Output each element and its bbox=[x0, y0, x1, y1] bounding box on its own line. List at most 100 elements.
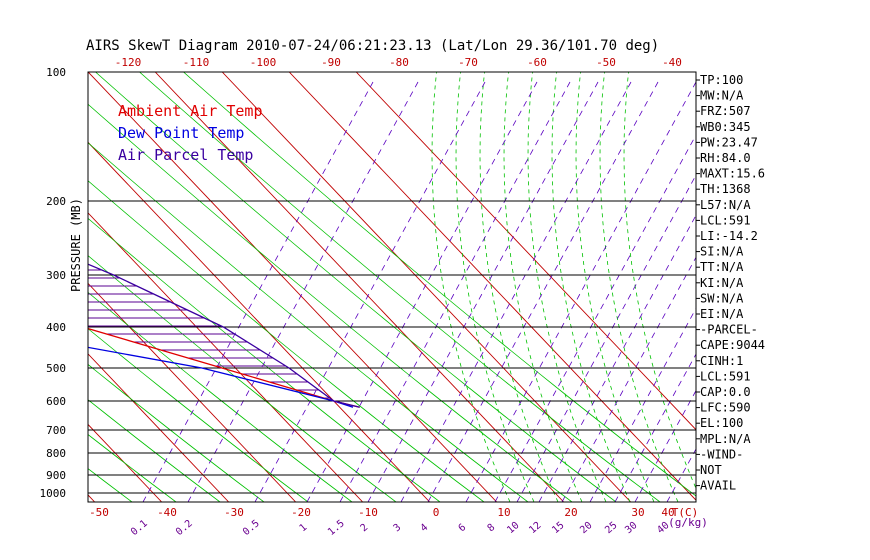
mixing-ratio-label: 4 bbox=[419, 522, 431, 534]
index-label: L57:N/A bbox=[700, 198, 751, 212]
index-label: -WIND- bbox=[700, 447, 743, 461]
mixing-ratio-label: 6 bbox=[457, 522, 469, 534]
index-label: TH:1368 bbox=[700, 182, 751, 196]
index-label: SW:N/A bbox=[700, 291, 744, 305]
mixing-ratio-line bbox=[516, 174, 696, 502]
index-label: TT:N/A bbox=[700, 260, 744, 274]
mixing-ratio-label: 1 bbox=[298, 522, 310, 534]
mixing-ratio-label: 10 bbox=[505, 520, 521, 536]
bottom-tick-label: 40 bbox=[661, 506, 674, 519]
chart-title: AIRS SkewT Diagram 2010-07-24/06:21:23.1… bbox=[86, 38, 659, 54]
mixing-ratio-line bbox=[614, 353, 696, 502]
pressure-tick-label: 400 bbox=[46, 321, 66, 334]
mixing-ratio-label: 15 bbox=[550, 520, 566, 536]
isotherm-line bbox=[288, 72, 696, 501]
mixing-ratio-label: 1.5 bbox=[326, 518, 347, 538]
isotherm-line bbox=[0, 72, 28, 502]
plot-frame bbox=[87, 71, 697, 503]
pressure-tick-label: 600 bbox=[46, 395, 66, 408]
legend-entry: Ambient Air Temp bbox=[118, 102, 263, 120]
mixing-ratio-line bbox=[561, 256, 696, 502]
top-tick-label: -50 bbox=[596, 56, 616, 69]
top-tick-label: -100 bbox=[250, 56, 277, 69]
index-label: AVAIL bbox=[700, 479, 736, 493]
mixing-ratio-label: 0.2 bbox=[174, 518, 195, 538]
top-tick-label: -80 bbox=[389, 56, 409, 69]
index-label: -PARCEL- bbox=[700, 323, 758, 337]
mixing-ratio-line bbox=[400, 81, 632, 502]
top-tick-label: -110 bbox=[183, 56, 210, 69]
legend: Ambient Air Temp Dew Point Temp Air Parcel… bbox=[118, 102, 263, 164]
mixing-ratio-label: 8 bbox=[486, 522, 498, 534]
index-label: CAP:0.0 bbox=[700, 385, 751, 399]
top-tick-label: -60 bbox=[527, 56, 547, 69]
moist-adiabat-line bbox=[479, 72, 559, 502]
mixing-ratio-line bbox=[427, 81, 659, 502]
mixing-ratio-label: 0.5 bbox=[241, 518, 262, 538]
mixing-ratio-label: 2 bbox=[359, 522, 371, 534]
pressure-tick-label: 900 bbox=[46, 469, 66, 482]
mixing-ratio-label: 25 bbox=[603, 520, 619, 536]
index-label: FRZ:507 bbox=[700, 104, 751, 118]
pressure-tick-label: 300 bbox=[46, 269, 66, 282]
moist-adiabat-line bbox=[527, 72, 607, 502]
pressure-tick-label: 700 bbox=[46, 424, 66, 437]
mixing-ratio-line bbox=[494, 134, 696, 502]
y-axis-label: PRESSURE (MB) bbox=[69, 198, 83, 292]
pressure-tick-label: 500 bbox=[46, 362, 66, 375]
bottom-tick-label: 0 bbox=[433, 506, 440, 519]
index-label: LCL:591 bbox=[700, 369, 751, 383]
mixing-ratio-line bbox=[339, 81, 571, 502]
mixing-ratio-line bbox=[634, 389, 696, 502]
bottom-tick-label: -40 bbox=[157, 506, 177, 519]
bottom-tick-label: -50 bbox=[89, 506, 109, 519]
mixing-ratio-line bbox=[589, 307, 696, 502]
mixing-ratio-label: 30 bbox=[623, 520, 639, 536]
index-label: NOT bbox=[700, 463, 722, 477]
mixing-ratio-label: 20 bbox=[578, 520, 594, 536]
bottom-axis-unit: T(C) bbox=[672, 506, 699, 519]
index-label: LFC:590 bbox=[700, 401, 751, 415]
cape-hatch bbox=[88, 269, 330, 399]
pressure-tick-label: 200 bbox=[46, 195, 66, 208]
moist-adiabat-line bbox=[503, 72, 583, 502]
moist-adiabat-line bbox=[575, 72, 655, 502]
bottom-tick-label: 30 bbox=[631, 506, 644, 519]
top-tick-label: -70 bbox=[458, 56, 478, 69]
moist-adiabat-line bbox=[623, 72, 696, 490]
series-lines bbox=[88, 263, 360, 408]
mixing-ratio-label: 3 bbox=[392, 522, 404, 534]
moist-adiabat-line bbox=[431, 72, 511, 502]
mixing-ratio-unit: (g/kg) bbox=[668, 516, 708, 529]
bottom-tick-label: 20 bbox=[564, 506, 577, 519]
isotherm-line bbox=[221, 72, 632, 502]
index-label: LCL:591 bbox=[700, 213, 751, 227]
moist-adiabat-line bbox=[551, 72, 631, 502]
top-tick-label: -40 bbox=[662, 56, 682, 69]
mixing-ratio-line bbox=[306, 81, 538, 502]
pressure-tick-label: 100 bbox=[46, 66, 66, 79]
bottom-tick-label: -20 bbox=[291, 506, 311, 519]
index-label: TP:100 bbox=[700, 73, 743, 87]
series-line-dew-point-temp bbox=[88, 346, 354, 408]
mixing-ratio-line bbox=[367, 81, 599, 502]
bottom-tick-label: -10 bbox=[358, 506, 378, 519]
index-label: EI:N/A bbox=[700, 307, 744, 321]
index-label: EL:100 bbox=[700, 416, 743, 430]
mixing-ratio-label: 0.1 bbox=[129, 518, 150, 538]
index-label: CINH:1 bbox=[700, 354, 743, 368]
top-tick-label: -120 bbox=[115, 56, 142, 69]
legend-entry: Air Parcel Temp bbox=[118, 146, 253, 164]
bottom-tick-label: 10 bbox=[497, 506, 510, 519]
mixing-ratio-label: 12 bbox=[527, 520, 543, 536]
moist-adiabat-line bbox=[599, 72, 679, 502]
mixing-ratio-line bbox=[142, 81, 374, 502]
index-label: MPL:N/A bbox=[700, 432, 751, 446]
index-label: LI:-14.2 bbox=[700, 229, 758, 243]
index-label: WB0:345 bbox=[700, 120, 751, 134]
mixing-ratio-axis: 0.1 0.2 0.5 1 1.5 2 3 4 6 8 10 12 15 20 25 30 40(g/kg) bbox=[129, 516, 708, 538]
dry-adiabat-line bbox=[0, 72, 44, 502]
isotherm-line bbox=[355, 72, 696, 431]
legend-entry: Dew Point Temp bbox=[118, 124, 244, 142]
isobars bbox=[88, 71, 696, 494]
